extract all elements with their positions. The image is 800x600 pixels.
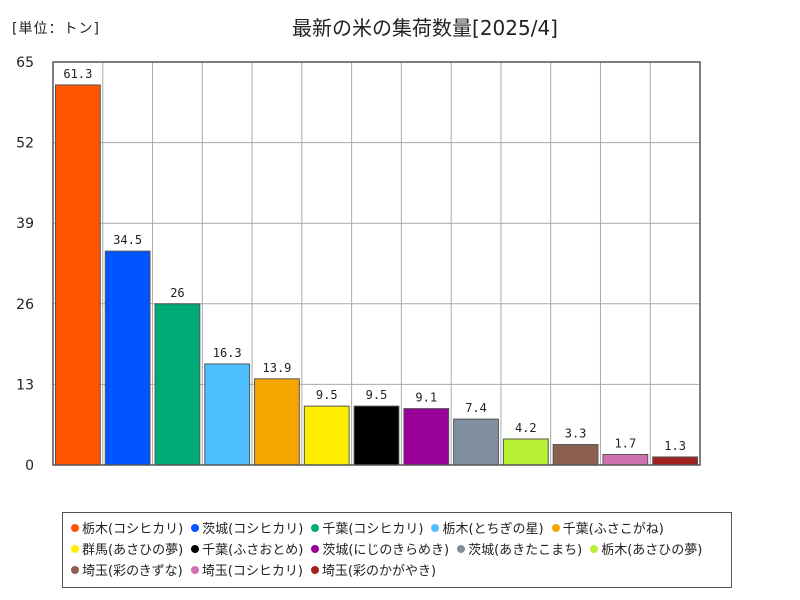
legend-marker <box>191 545 200 553</box>
legend-marker <box>457 545 466 553</box>
legend-item: 茨城(コシヒカリ) <box>191 519 303 540</box>
legend-item: 埼玉(彩のきずな) <box>71 561 183 582</box>
legend-marker <box>311 524 320 532</box>
legend-label: 茨城(あきたこまち) <box>468 543 583 558</box>
legend-label: 埼玉(彩のかがやき) <box>321 564 437 579</box>
bar-value-label: 9.5 <box>316 388 338 402</box>
legend-item: 千葉(ふさおとめ) <box>191 540 303 561</box>
legend-marker <box>551 524 560 532</box>
legend-item: 茨城(にじのきらめき) <box>311 540 449 561</box>
bar <box>453 418 499 466</box>
legend-marker <box>310 566 319 574</box>
bar-value-label: 1.7 <box>615 436 637 450</box>
y-tick-label: 52 <box>16 136 34 152</box>
bar-value-label: 9.1 <box>415 391 437 405</box>
y-tick-label: 39 <box>16 216 34 232</box>
bar-value-label: 1.3 <box>664 439 686 453</box>
bar <box>303 405 350 466</box>
bar <box>353 405 400 466</box>
legend-marker <box>191 524 200 532</box>
bar-value-label: 16.3 <box>213 346 242 360</box>
bar-value-label: 9.5 <box>366 388 388 402</box>
legend-marker <box>590 545 599 553</box>
y-tick-label: 65 <box>16 55 34 71</box>
legend-label: 千葉(ふさおとめ) <box>202 543 304 558</box>
bar-value-label: 61.3 <box>63 67 92 81</box>
bar <box>652 456 699 466</box>
bar-value-label: 13.9 <box>263 361 292 375</box>
legend-label: 茨城(にじのきらめき) <box>322 543 450 558</box>
bar <box>154 303 201 466</box>
bar <box>403 408 450 466</box>
legend-label: 千葉(コシヒカリ) <box>322 522 424 537</box>
legend-item: 群馬(あさひの夢) <box>71 540 183 561</box>
legend-item: 千葉(ふさこがね) <box>551 519 664 540</box>
plot-border <box>52 61 701 466</box>
legend-marker <box>71 566 79 574</box>
legend-item: 埼玉(彩のかがやき) <box>310 561 437 582</box>
legend-marker <box>71 545 79 553</box>
y-tick-label: 0 <box>25 458 34 474</box>
bar <box>602 453 649 466</box>
legend-item: 埼玉(コシヒカリ) <box>190 561 303 582</box>
bar-value-label: 4.2 <box>515 421 537 435</box>
legend-marker <box>311 545 320 553</box>
bar <box>104 250 151 466</box>
legend-marker <box>71 524 79 532</box>
y-tick-label: 13 <box>16 377 34 393</box>
legend-label: 千葉(ふさこがね) <box>562 522 664 537</box>
legend-label: 埼玉(コシヒカリ) <box>201 564 303 579</box>
legend-item: 栃木(コシヒカリ) <box>71 519 183 540</box>
legend-item: 栃木(とちぎの星) <box>431 519 544 540</box>
legend-marker <box>190 566 199 574</box>
legend-item: 茨城(あきたこまち) <box>457 540 582 561</box>
legend-marker <box>431 524 440 532</box>
bar-chart: 0 13 26 39 52 65 61.3 34.5 26 16.3 13.9 9.5 9.5 9.1 7.… <box>16 55 701 474</box>
bar-value-label: 34.5 <box>113 233 142 247</box>
bar <box>254 378 300 466</box>
bar <box>204 363 251 466</box>
legend-label: 茨城(コシヒカリ) <box>202 522 304 537</box>
bar-value-label: 7.4 <box>465 401 487 415</box>
bar-value-label: 26 <box>170 286 184 300</box>
legend-label: 栃木(コシヒカリ) <box>82 522 184 537</box>
legend-label: 群馬(あさひの夢) <box>82 543 184 558</box>
chart-title: 最新の米の集荷数量[2025/4] <box>292 16 558 40</box>
bar-value-label: 3.3 <box>565 427 587 441</box>
legend-item: 栃木(あさひの夢) <box>590 540 702 561</box>
bar <box>54 84 101 466</box>
y-tick-label: 26 <box>16 297 34 313</box>
legend-label: 埼玉(彩のきずな) <box>82 564 183 579</box>
bar <box>552 444 599 466</box>
bar <box>502 438 549 466</box>
legend-item: 千葉(コシヒカリ) <box>311 519 423 540</box>
chart-legend: 栃木(コシヒカリ) 茨城(コシヒカリ) 千葉(コシヒカリ) 栃木(とちぎの星) 千葉(ふ… <box>62 512 732 588</box>
legend-label: 栃木(とちぎの星) <box>442 522 544 537</box>
legend-label: 栃木(あさひの夢) <box>601 543 703 558</box>
unit-label: [単位：トン] <box>12 21 100 37</box>
